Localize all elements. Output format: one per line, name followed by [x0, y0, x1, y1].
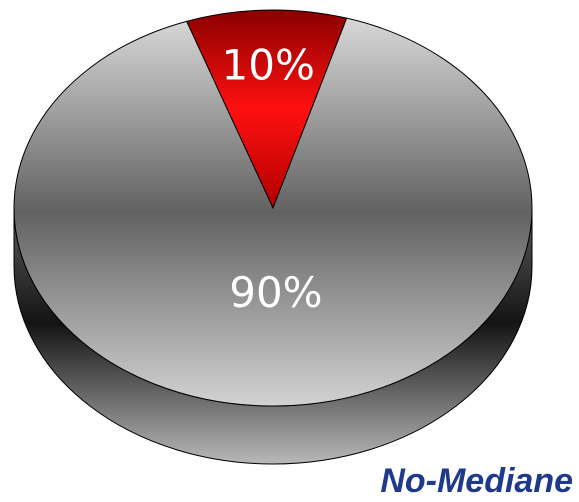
pie-slice-1	[185, 9, 348, 210]
slice-label-2: 90%	[229, 268, 322, 317]
pie-layer: 10% 90%	[13, 9, 533, 465]
pie-slice-2	[13, 17, 533, 407]
chart-caption: No-Mediane	[380, 462, 573, 500]
slice-label-1: 10%	[222, 41, 315, 90]
